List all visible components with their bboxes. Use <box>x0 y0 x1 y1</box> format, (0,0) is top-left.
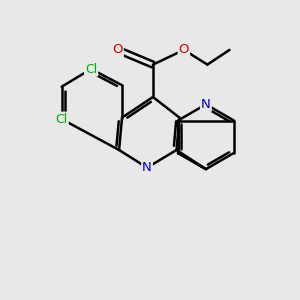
Text: N: N <box>201 98 211 111</box>
Text: O: O <box>178 44 189 56</box>
Text: N: N <box>142 161 152 174</box>
Text: O: O <box>112 44 123 56</box>
Text: Cl: Cl <box>85 62 97 76</box>
Text: Cl: Cl <box>56 112 68 126</box>
